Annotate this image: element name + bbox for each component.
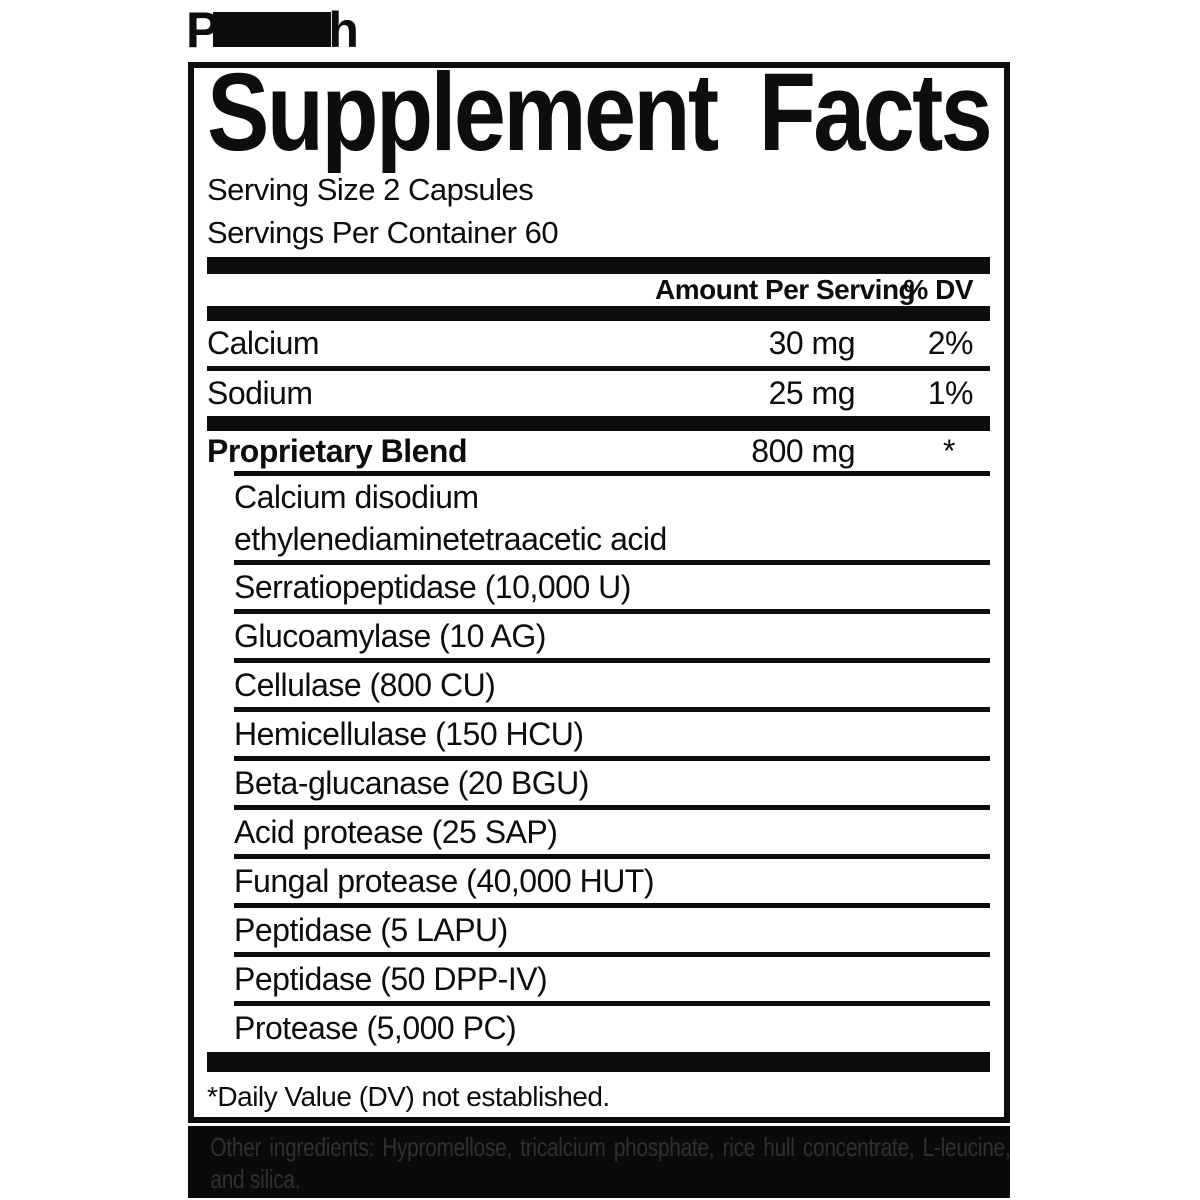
other-ingredients-band: Other ingredients: Hypromellose, tricalc… bbox=[188, 1126, 1010, 1198]
divider-bar-bottom bbox=[207, 1052, 990, 1072]
nutrient-dv: 2% bbox=[927, 325, 974, 361]
nutrient-row: Calcium 30 mg 2% bbox=[207, 321, 990, 371]
redaction-blob bbox=[213, 12, 332, 47]
nutrient-amount: 25 mg bbox=[768, 375, 856, 411]
nutrient-row: Sodium 25 mg 1% bbox=[207, 371, 990, 416]
blend-ingredient: Hemicellulase (150 HCU) bbox=[234, 712, 990, 761]
supplement-facts-panel: Supplement Facts Serving Size 2 Capsules… bbox=[188, 58, 1010, 1123]
blend-ingredient: Peptidase (5 LAPU) bbox=[234, 908, 990, 957]
blend-ingredient: Fungal protease (40,000 HUT) bbox=[234, 859, 990, 908]
blend-ingredient: Beta-glucanase (20 BGU) bbox=[234, 761, 990, 810]
blend-ingredient-list: Calcium disodium ethylenediaminetetraace… bbox=[234, 471, 990, 1050]
blend-dv: * bbox=[943, 432, 955, 469]
product-name-suffix: h bbox=[328, 2, 359, 58]
nutrient-name: Sodium bbox=[207, 375, 313, 411]
nutrient-name: Calcium bbox=[207, 325, 320, 361]
servings-per-container: Servings Per Container 60 bbox=[207, 215, 559, 250]
serving-size: Serving Size 2 Capsules bbox=[207, 172, 534, 207]
blend-row: Proprietary Blend 800 mg * bbox=[207, 431, 990, 471]
other-ingredients-text: Other ingredients: Hypromellose, tricalc… bbox=[210, 1132, 1010, 1194]
blend-ingredient: Peptidase (50 DPP-IV) bbox=[234, 957, 990, 1006]
panel-title: Supplement Facts bbox=[207, 51, 993, 174]
nutrient-amount: 30 mg bbox=[768, 325, 856, 361]
blend-ingredient: Calcium disodium ethylenediaminetetraace… bbox=[234, 476, 990, 565]
blend-name: Proprietary Blend bbox=[207, 432, 468, 469]
divider-bar-top bbox=[207, 257, 990, 274]
blend-ingredient: Serratiopeptidase (10,000 U) bbox=[234, 565, 990, 614]
divider-bar-nutrients bbox=[207, 416, 990, 431]
column-header-dv: % DV bbox=[903, 274, 973, 305]
dv-footnote: *Daily Value (DV) not established. bbox=[207, 1081, 610, 1112]
blend-ingredient: Glucoamylase (10 AG) bbox=[234, 614, 990, 663]
blend-ingredient: Protease (5,000 PC) bbox=[234, 1010, 517, 1046]
nutrient-rows: Calcium 30 mg 2% Sodium 25 mg 1% bbox=[207, 321, 990, 416]
divider-bar-header bbox=[207, 306, 990, 321]
blend-amount: 800 mg bbox=[751, 432, 855, 469]
blend-ingredient: Acid protease (25 SAP) bbox=[234, 810, 990, 859]
column-header-amount: Amount Per Serving bbox=[655, 274, 916, 305]
blend-ingredient: Cellulase (800 CU) bbox=[234, 663, 990, 712]
column-header-row: Amount Per Serving % DV bbox=[207, 274, 990, 306]
nutrient-dv: 1% bbox=[927, 375, 974, 411]
